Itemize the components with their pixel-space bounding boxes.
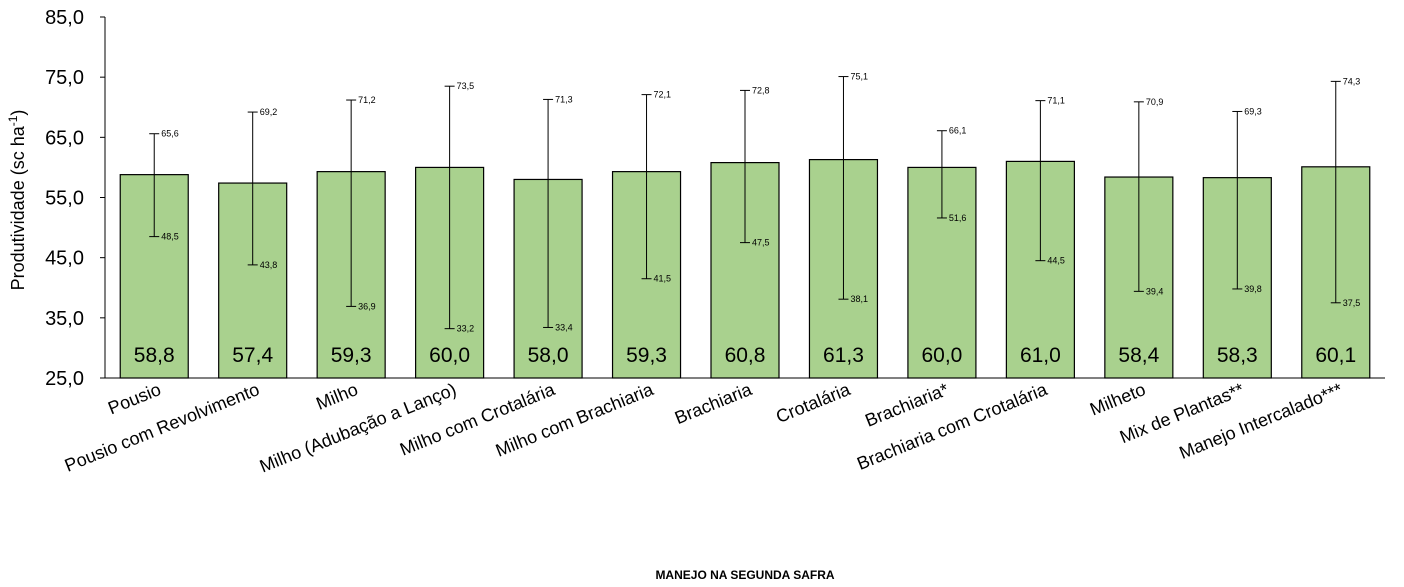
error-low-label: 37,5 [1343,298,1361,308]
error-high-label: 71,2 [358,95,376,105]
x-category-label: Milheto [1087,379,1148,419]
error-high-label: 69,2 [260,107,278,117]
error-high-label: 66,1 [949,126,967,136]
y-tick-label: 65,0 [45,127,84,149]
bar-value-label: 58,3 [1217,344,1258,367]
error-high-label: 70,9 [1146,97,1164,107]
error-high-label: 71,1 [1047,96,1065,106]
y-axis-title: Produtividade (sc ha-1) [6,110,28,291]
bar-value-label: 58,8 [134,344,175,367]
x-category-label: Milho [313,379,360,414]
bar-value-label: 60,1 [1315,344,1356,367]
x-category-label: Brachiaria com Crotalária [854,379,1051,474]
y-tick-label: 45,0 [45,248,84,270]
y-tick-label: 75,0 [45,67,84,89]
error-high-label: 69,3 [1244,106,1262,116]
x-category-label: Milho com Brachiaria [493,379,657,461]
bar-value-label: 59,3 [331,344,372,367]
error-high-label: 65,6 [161,129,179,139]
y-tick-label: 25,0 [45,368,84,390]
bar-value-label: 60,0 [429,344,470,367]
x-category-label: Brachiaria [672,379,756,428]
bar-value-label: 60,8 [725,344,766,367]
error-high-label: 75,1 [850,72,868,82]
error-low-label: 36,9 [358,301,376,311]
y-tick-label: 55,0 [45,188,84,210]
error-high-label: 73,5 [457,81,475,91]
error-low-label: 51,6 [949,213,967,223]
bar-value-label: 57,4 [232,344,273,367]
y-tick-label: 35,0 [45,308,84,330]
error-low-label: 39,8 [1244,284,1262,294]
bar-value-label: 60,0 [921,344,962,367]
bar-value-label: 58,0 [528,344,569,367]
y-axis-ticks: 25,0 35,0 45,0 55,0 65,0 75,0 85,0 [45,7,105,390]
bar-value-label: 61,3 [823,344,864,367]
error-high-label: 72,8 [752,85,770,95]
error-low-label: 33,2 [457,324,475,334]
error-low-label: 44,5 [1047,256,1065,266]
error-low-label: 33,4 [555,322,573,332]
x-category-label: Crotalária [773,379,854,427]
error-low-label: 43,8 [260,260,278,270]
error-high-label: 74,3 [1343,76,1361,86]
error-high-label: 72,1 [654,90,672,100]
error-bars-group: 65,6 48,5 69,2 43,8 71,2 36,9 73,5 33,2 71,3 33,4… [149,72,1360,334]
bar-value-label: 59,3 [626,344,667,367]
error-low-label: 48,5 [161,232,179,242]
x-axis-title: MANEJO NA SEGUNDA SAFRA [655,568,834,582]
bar-value-label: 58,4 [1118,344,1159,367]
error-low-label: 41,5 [654,274,672,284]
error-low-label: 38,1 [850,294,868,304]
error-low-label: 47,5 [752,238,770,248]
x-category-label: Pousio [105,379,164,418]
bar-value-label: 61,0 [1020,344,1061,367]
error-high-label: 71,3 [555,94,573,104]
y-tick-label: 85,0 [45,7,84,29]
error-low-label: 39,4 [1146,286,1164,296]
x-category-label: Manejo Intercalado*** [1176,379,1345,463]
